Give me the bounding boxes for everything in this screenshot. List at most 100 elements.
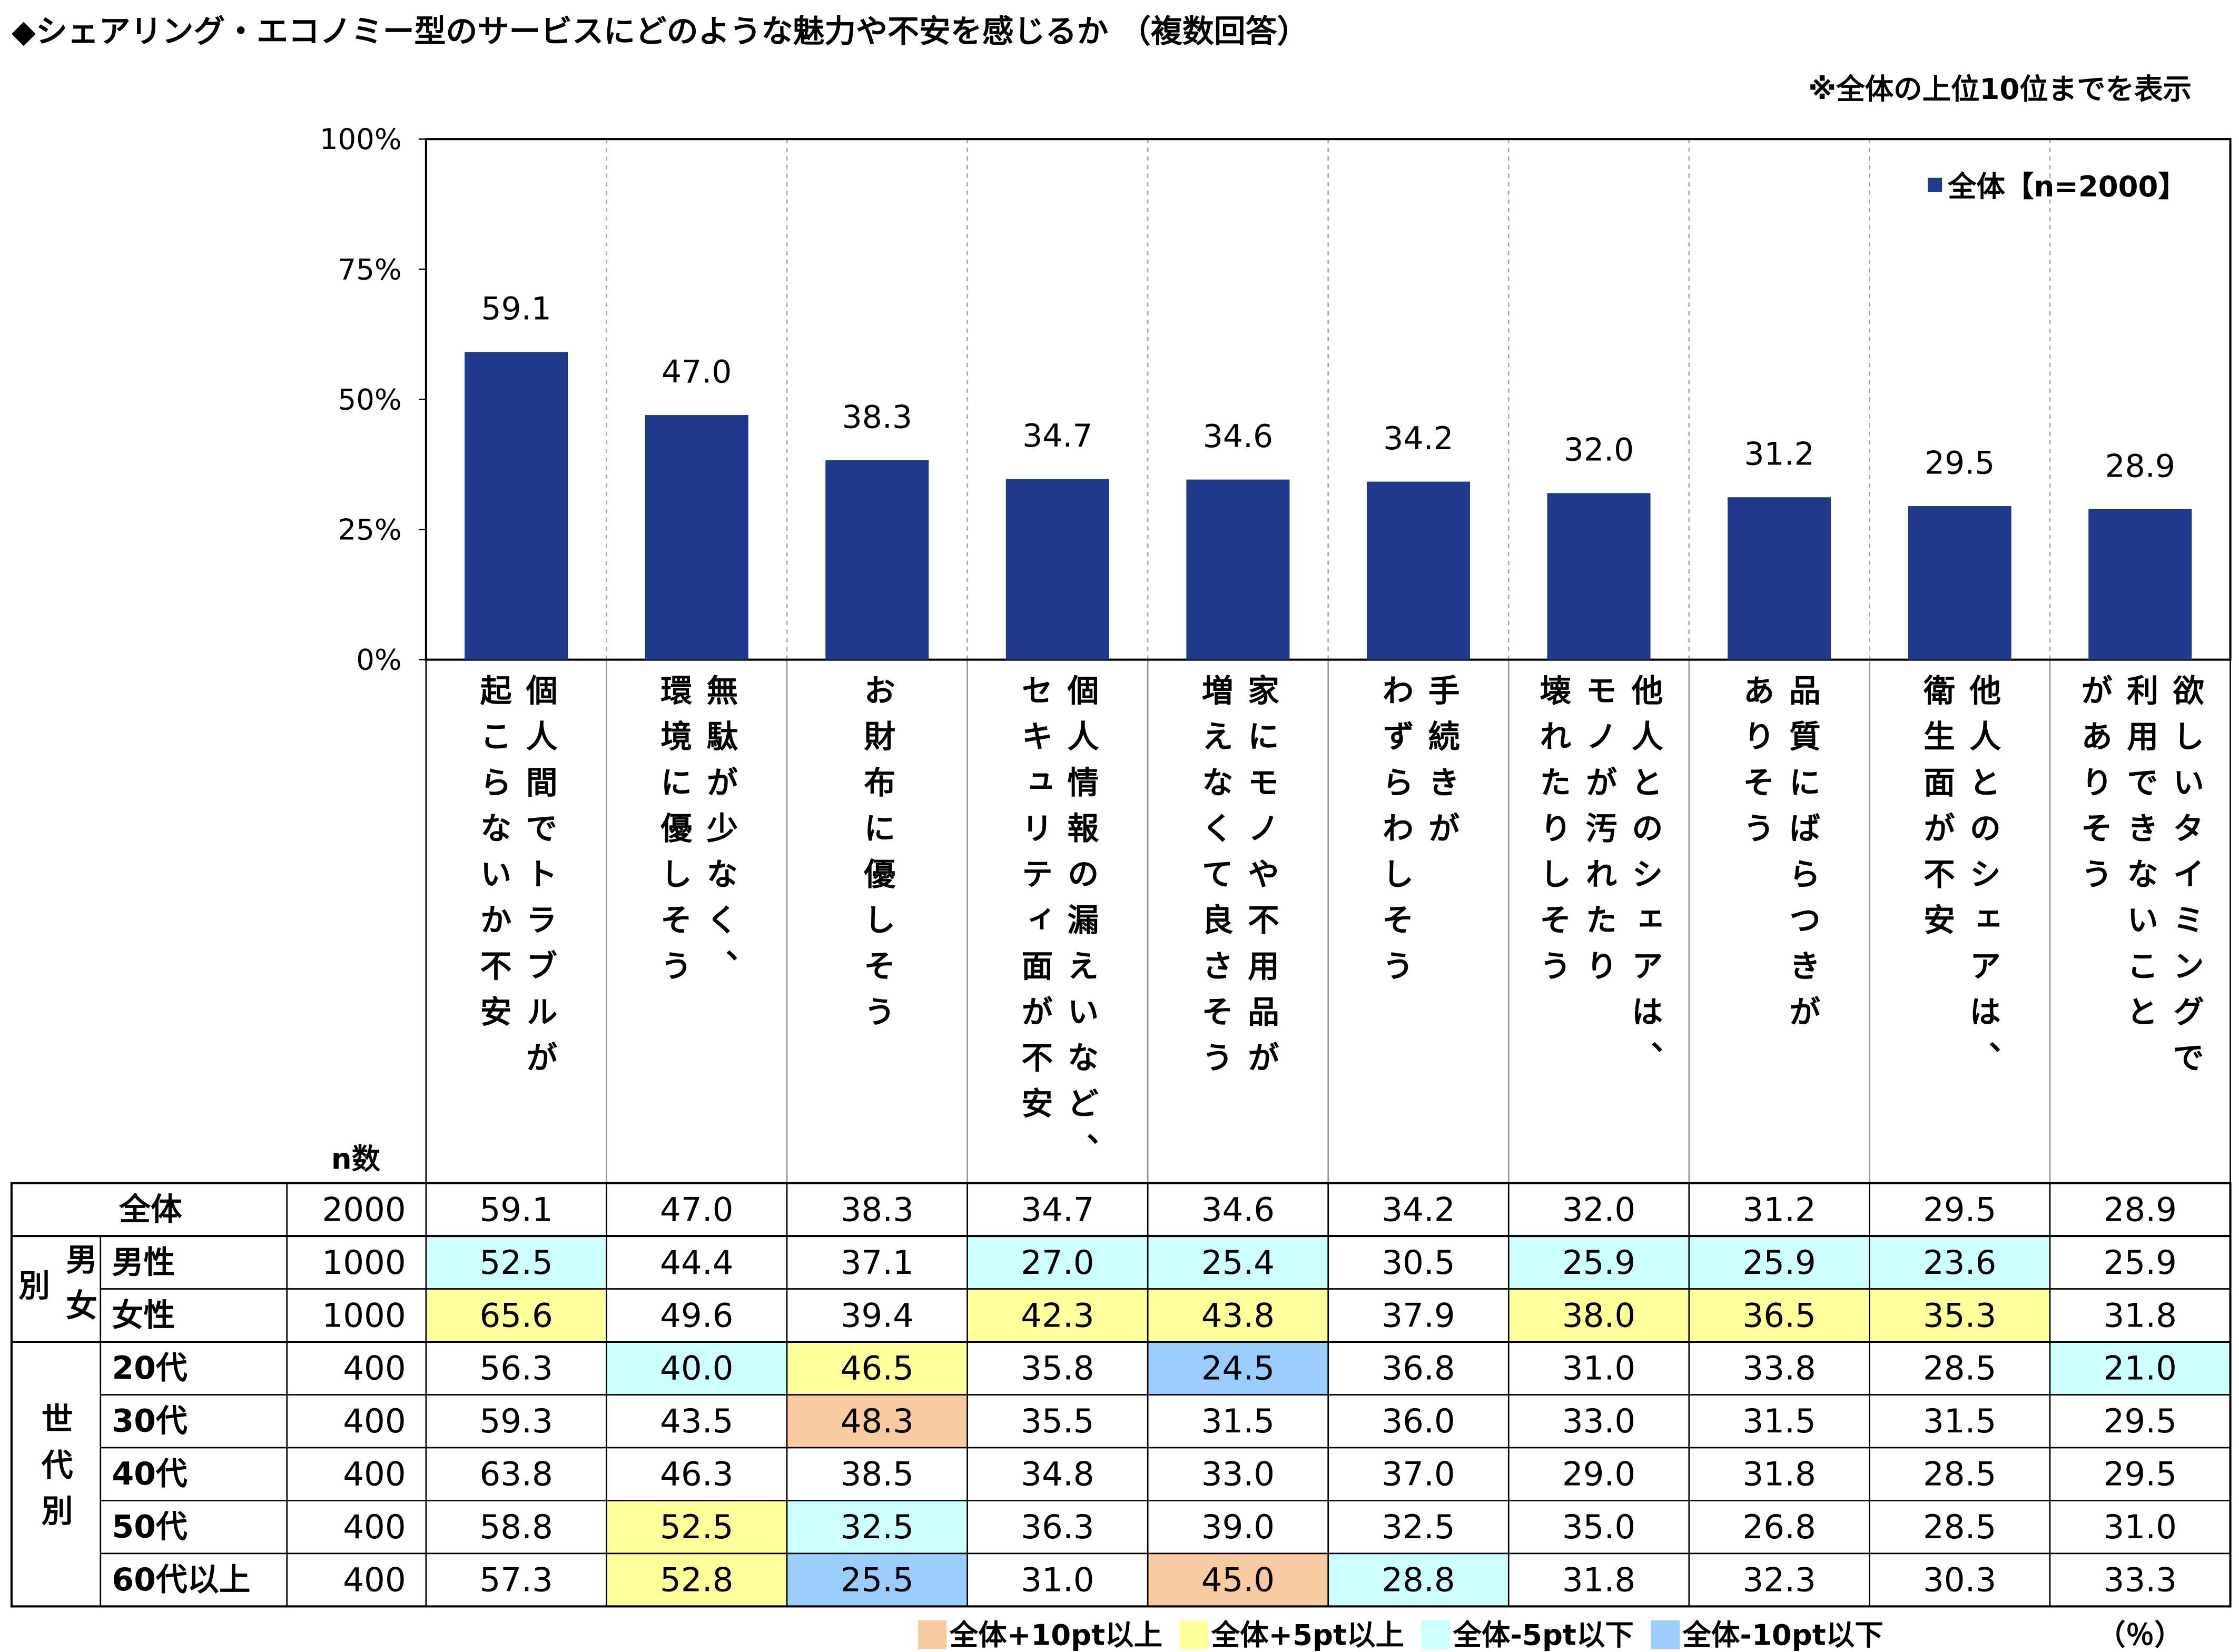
cell-value: 32.3: [1742, 1561, 1816, 1599]
x-tick-label: 品質にばらつきが: [1784, 674, 1821, 1041]
cell-value: 21.0: [2104, 1349, 2177, 1388]
y-tick-label: 50%: [338, 382, 402, 416]
cell-value: 28.5: [1923, 1349, 1996, 1388]
y-tick-label: 0%: [356, 643, 401, 677]
row-label: 全体: [119, 1191, 182, 1228]
legend-swatch: [1651, 1620, 1680, 1649]
legend-label: 全体-5pt以下: [1453, 1618, 1634, 1651]
cell-value: 52.5: [660, 1508, 733, 1546]
bar: [1728, 497, 1831, 660]
value-label: 59.1: [481, 291, 551, 328]
cell-value: 44.4: [660, 1243, 733, 1282]
cell-value: 48.3: [841, 1402, 914, 1440]
cell-value: 42.3: [1021, 1296, 1094, 1334]
cell-fill: [787, 1341, 968, 1395]
cell-value: 33.0: [1201, 1455, 1275, 1493]
group-label: 世代別: [36, 1402, 74, 1540]
cell-value: 34.7: [1021, 1190, 1094, 1229]
cell-value: 30.3: [1923, 1561, 1996, 1599]
cell-value: 27.0: [1021, 1243, 1094, 1282]
legend-swatch: [1927, 177, 1942, 192]
x-tick-label: 環境に優しそう: [655, 674, 693, 995]
x-tick-label: 他人とのシェアは、: [1626, 674, 1664, 1087]
cell-value: 35.5: [1021, 1402, 1094, 1440]
cell-value: 37.1: [841, 1243, 914, 1282]
x-tick-label: 家にモノや不用品が: [1242, 674, 1279, 1087]
cell-value: 45.0: [1201, 1561, 1275, 1599]
row-label: 男性: [112, 1244, 175, 1281]
cell-fill: [1869, 1236, 2050, 1289]
x-tick-label: わずらわしそう: [1377, 674, 1414, 995]
cell-value: 56.3: [479, 1349, 553, 1388]
value-label: 28.9: [2105, 448, 2175, 484]
cell-fill: [1689, 1289, 1870, 1342]
cell-value: 36.8: [1382, 1349, 1455, 1388]
cell-fill: [787, 1500, 968, 1554]
cell-value: 26.8: [1742, 1508, 1816, 1546]
bar: [1005, 479, 1109, 660]
cell-value: 31.2: [1742, 1190, 1816, 1229]
y-tick-label: 75%: [338, 252, 402, 286]
x-tick-label: モノが汚れたり: [1581, 674, 1617, 995]
cell-fill: [1148, 1289, 1328, 1342]
cell-value: 29.5: [1923, 1190, 1996, 1229]
cell-value: 35.8: [1021, 1349, 1094, 1388]
bar: [1186, 479, 1290, 660]
cell-fill: [967, 1236, 1148, 1289]
cell-fill: [606, 1553, 787, 1607]
cell-fill: [1869, 1289, 2050, 1342]
cell-value: 25.9: [1742, 1243, 1816, 1282]
value-label: 32.0: [1564, 432, 1634, 469]
cell-fill: [1508, 1236, 1689, 1289]
cell-fill: [2049, 1341, 2231, 1395]
row-n: 1000: [322, 1243, 406, 1282]
cell-value: 35.3: [1923, 1296, 1996, 1334]
group-label: 男女: [61, 1243, 97, 1334]
legend-label: 全体-10pt以下: [1682, 1618, 1883, 1651]
legend-label: 全体【n=2000】: [1947, 170, 2187, 203]
cell-value: 38.5: [841, 1455, 914, 1493]
cell-value: 28.5: [1923, 1508, 1996, 1546]
cell-value: 29.5: [2104, 1455, 2177, 1493]
x-tick-label: お財布に優しそう: [859, 674, 896, 1041]
cell-value: 43.5: [660, 1402, 733, 1440]
cell-value: 32.5: [841, 1508, 914, 1546]
cell-value: 30.5: [1382, 1243, 1455, 1282]
cell-value: 65.6: [479, 1296, 553, 1334]
cell-value: 28.9: [2104, 1190, 2177, 1229]
cell-value: 31.8: [2104, 1296, 2177, 1334]
row-n: 400: [343, 1402, 406, 1440]
x-tick-label: 個人情報の漏えいなど、: [1062, 674, 1099, 1179]
cell-value: 59.1: [479, 1190, 553, 1229]
x-tick-label: 手続きが: [1423, 674, 1460, 858]
cell-value: 29.5: [2104, 1402, 2177, 1440]
cell-value: 32.5: [1382, 1508, 1455, 1546]
cell-value: 31.8: [1742, 1455, 1816, 1493]
cell-value: 37.9: [1382, 1296, 1455, 1334]
cell-fill: [426, 1289, 607, 1342]
row-label: 40代: [112, 1456, 188, 1492]
x-tick-label: ありそう: [1738, 674, 1775, 858]
value-label: 47.0: [662, 353, 732, 390]
row-n: 400: [343, 1561, 406, 1599]
cell-value: 38.3: [841, 1190, 914, 1229]
row-n: 400: [343, 1455, 406, 1493]
cell-fill: [1689, 1236, 1870, 1289]
cell-value: 25.5: [841, 1561, 914, 1599]
x-tick-label: セキュリティ面が不安: [1016, 674, 1053, 1133]
row-label: 女性: [112, 1297, 175, 1334]
cell-value: 32.0: [1562, 1190, 1635, 1229]
cell-fill: [967, 1289, 1148, 1342]
cell-value: 31.0: [1562, 1349, 1635, 1388]
cell-fill: [1148, 1553, 1328, 1607]
cell-value: 34.2: [1382, 1190, 1455, 1229]
table-frame: [10, 1182, 2232, 1608]
cell-value: 33.3: [2104, 1561, 2177, 1599]
cell-value: 31.5: [1201, 1402, 1275, 1440]
row-label: 20代: [112, 1350, 188, 1387]
cell-value: 59.3: [479, 1402, 553, 1440]
legend-label: 全体+10pt以上: [949, 1618, 1162, 1651]
cell-value: 38.0: [1562, 1296, 1635, 1334]
legend-label: 全体+5pt以上: [1211, 1618, 1404, 1651]
